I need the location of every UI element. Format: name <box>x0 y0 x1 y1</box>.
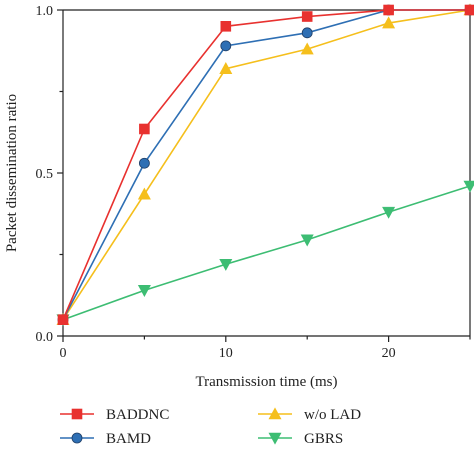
data-point-w-o-lad <box>300 42 314 55</box>
axes: 0 10 20 0.0 0.5 1.0 <box>36 4 471 361</box>
legend-item-baddnc: BADDNC <box>60 407 169 423</box>
legend-label-bamd: BAMD <box>106 431 151 447</box>
data-point-gbrs <box>137 285 151 297</box>
legend-marker-bamd <box>71 432 83 444</box>
x-tick-label: 20 <box>382 346 396 361</box>
legend-label-w-o-lad: w/o LAD <box>304 407 361 423</box>
series-line-gbrs <box>62 185 471 321</box>
legend-item-bamd: BAMD <box>60 431 151 447</box>
series-line-w-o-lad <box>62 9 471 321</box>
y-tick-label: 0.0 <box>36 330 54 345</box>
series-gbrs <box>56 180 474 327</box>
data-point-baddnc <box>464 4 474 16</box>
data-point-gbrs <box>382 206 396 219</box>
data-point-bamd <box>220 40 232 52</box>
data-point-bamd <box>301 27 313 39</box>
x-tick-label: 0 <box>60 346 67 361</box>
data-point-baddnc <box>220 20 232 32</box>
data-point-gbrs <box>219 258 233 271</box>
data-point-w-o-lad <box>219 62 233 74</box>
data-point-w-o-lad <box>137 187 151 200</box>
x-axis-title: Transmission time (ms) <box>196 374 338 390</box>
legend-label-baddnc: BADDNC <box>106 407 169 423</box>
series-line-bamd <box>62 9 470 321</box>
data-point-w-o-lad <box>382 16 396 29</box>
legend-marker-baddnc <box>71 408 83 420</box>
data-point-gbrs <box>300 234 314 247</box>
legend-marker-gbrs <box>268 432 282 445</box>
series-baddnc <box>57 4 474 326</box>
data-point-baddnc <box>139 123 150 135</box>
legend-label-gbrs: GBRS <box>304 431 343 447</box>
data-point-bamd <box>138 157 150 169</box>
y-tick-label: 0.5 <box>36 167 54 182</box>
legend-item-w-o-lad: w/o LAD <box>258 407 361 423</box>
y-tick-label: 1.0 <box>36 4 54 19</box>
data-point-baddnc <box>57 314 69 326</box>
series-layer <box>56 3 474 327</box>
series-w-o-lad <box>56 3 474 326</box>
data-point-gbrs <box>463 180 474 193</box>
series-line-baddnc <box>62 9 470 321</box>
x-tick-label: 10 <box>219 346 233 361</box>
y-axis-title: Packet dissemination ratio <box>4 94 20 252</box>
legend: BADDNC w/o LAD BAMD GBRS <box>60 407 361 447</box>
legend-marker-w-o-lad <box>268 407 282 420</box>
legend-item-gbrs: GBRS <box>258 431 343 447</box>
data-point-baddnc <box>301 11 313 22</box>
data-point-baddnc <box>383 4 394 16</box>
series-bamd <box>57 4 474 326</box>
